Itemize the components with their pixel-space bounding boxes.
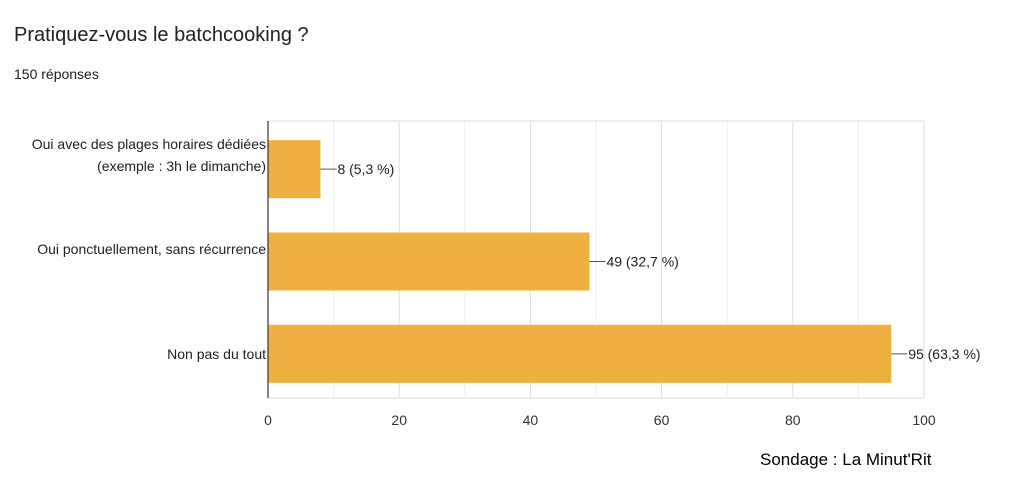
- survey-source: Sondage : La Minut'Rit: [760, 450, 932, 469]
- response-count: 150 réponses: [14, 66, 99, 82]
- x-tick-label: 60: [654, 412, 670, 428]
- x-tick-label: 40: [523, 412, 539, 428]
- bar-chart: 8 (5,3 %) 49 (32,7 %) 95 (63,3 %) 0 20 40 60 80…: [264, 120, 981, 428]
- x-tick-label: 0: [264, 412, 272, 428]
- x-tick-label: 100: [912, 412, 936, 428]
- chart-title: Pratiquez-vous le batchcooking ?: [14, 24, 309, 46]
- x-tick-label: 80: [785, 412, 801, 428]
- bar-3: [268, 324, 892, 383]
- x-tick-label: 20: [391, 412, 407, 428]
- data-label-3: 95 (63,3 %): [908, 346, 980, 362]
- bar-1: [268, 140, 321, 199]
- category-label-3: Non pas du tout: [167, 346, 266, 362]
- data-label-1: 8 (5,3 %): [337, 161, 394, 177]
- category-label-1: Oui avec des plages horaires dédiées (ex…: [31, 136, 266, 174]
- bar-2: [268, 232, 590, 291]
- category-label-2: Oui ponctuellement, sans récurrence: [37, 241, 266, 257]
- data-label-2: 49 (32,7 %): [606, 254, 678, 270]
